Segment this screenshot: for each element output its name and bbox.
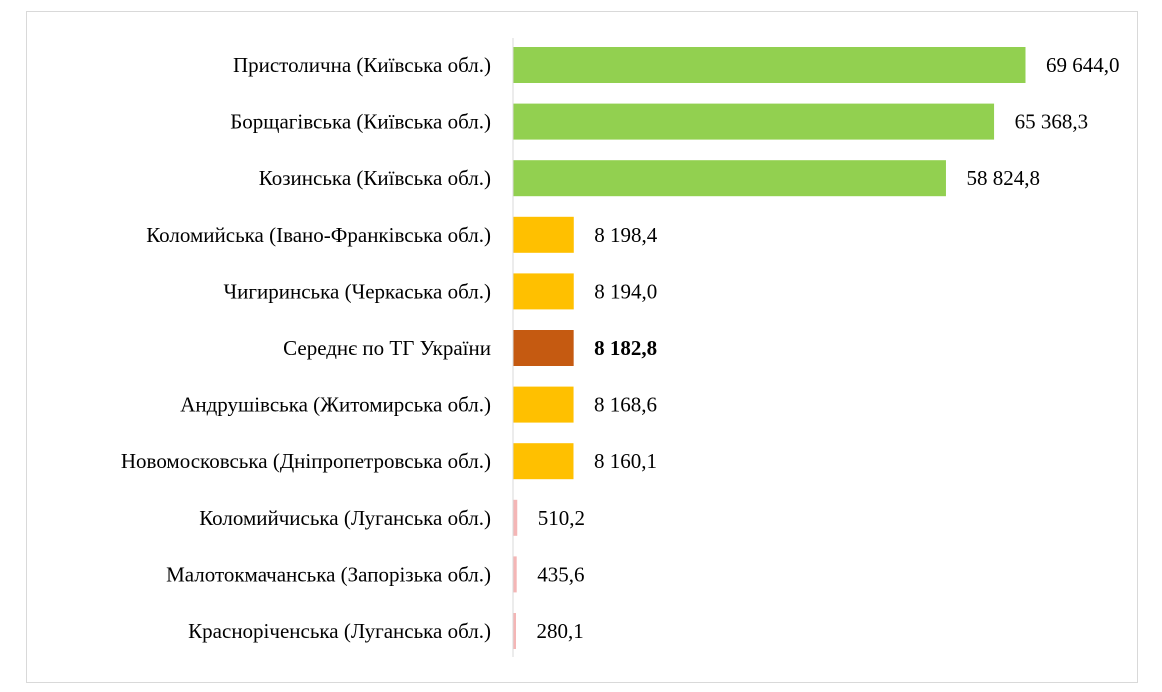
category-label-10: Малотокмачанська (Запорізька обл.) <box>166 562 491 586</box>
category-label-4: Коломийська (Івано-Франківська обл.) <box>146 223 491 247</box>
category-label-7: Андрушівська (Житомирська обл.) <box>180 393 491 417</box>
value-label-6: 8 182,8 <box>594 336 657 360</box>
labels: Пристолична (Київська обл.) 69 644,0 Борща… <box>121 53 1120 643</box>
category-label-2: Борщагівська (Київська обл.) <box>230 110 491 134</box>
value-label-8: 8 160,1 <box>594 449 657 473</box>
bar-9 <box>513 499 518 536</box>
bar-4 <box>513 216 574 253</box>
value-label-7: 8 168,6 <box>594 393 657 417</box>
bar-1 <box>513 47 1026 83</box>
bar-10 <box>513 556 517 593</box>
value-label-11: 280,1 <box>537 619 584 643</box>
category-label-5: Чигиринська (Черкаська обл.) <box>224 279 491 303</box>
value-label-10: 435,6 <box>537 562 584 586</box>
bar-11 <box>513 613 516 649</box>
bar-6 <box>513 330 574 366</box>
category-label-8: Новомосковська (Дніпропетровська обл.) <box>121 449 491 473</box>
value-label-4: 8 198,4 <box>594 223 658 247</box>
value-label-5: 8 194,0 <box>594 279 657 303</box>
value-label-2: 65 368,3 <box>1015 110 1088 134</box>
bar-2 <box>513 103 995 140</box>
category-label-1: Пристолична (Київська обл.) <box>233 53 491 77</box>
bar-7 <box>513 386 574 423</box>
value-label-9: 510,2 <box>538 506 585 530</box>
bar-5 <box>513 273 574 310</box>
bar-8 <box>513 443 574 480</box>
value-label-1: 69 644,0 <box>1046 53 1120 77</box>
category-label-6: Середнє по ТГ України <box>283 336 491 360</box>
bar-chart: Пристолична (Київська обл.) 69 644,0 Борща… <box>121 38 1120 657</box>
value-label-3: 58 824,8 <box>966 166 1039 190</box>
category-label-9: Коломийчиська (Луганська обл.) <box>199 506 491 530</box>
bar-3 <box>513 160 946 197</box>
bars <box>513 47 1026 649</box>
chart-frame: Пристолична (Київська обл.) 69 644,0 Борща… <box>26 11 1138 683</box>
category-label-11: Краснорічeнська (Луганська обл.) <box>188 619 491 643</box>
category-label-3: Козинська (Київська обл.) <box>259 166 491 190</box>
